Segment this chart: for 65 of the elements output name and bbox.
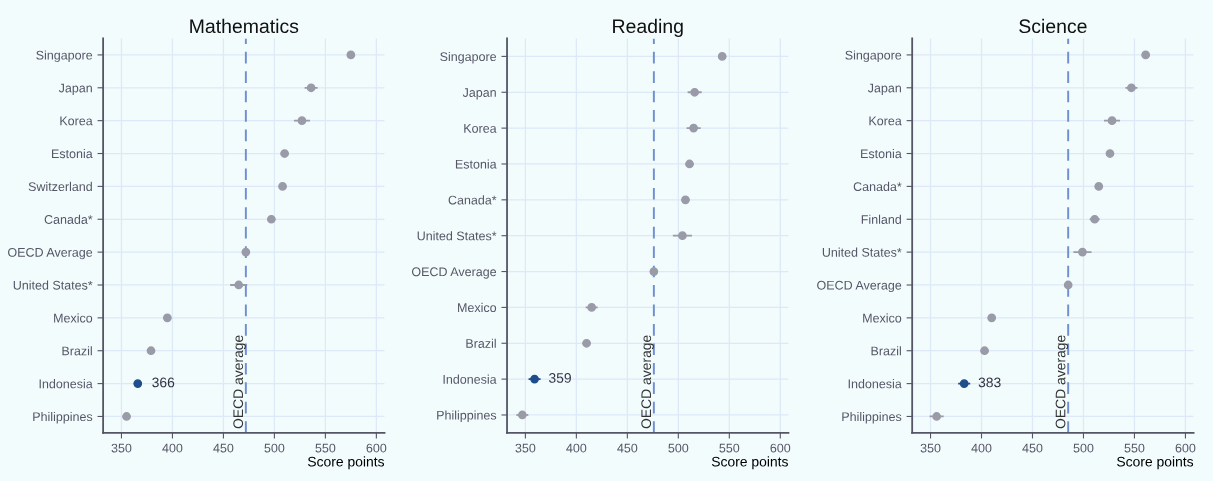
x-tick-label: 600 bbox=[366, 443, 387, 453]
ref-line-label: OECD average bbox=[233, 335, 246, 429]
y-tick-label: Singapore bbox=[440, 51, 497, 64]
y-tick-label: United States* bbox=[13, 280, 93, 290]
x-tick-label: 450 bbox=[213, 443, 234, 453]
data-label: 383 bbox=[978, 377, 1001, 388]
y-tick-label: Indonesia bbox=[848, 379, 902, 389]
x-tick-label: 350 bbox=[920, 443, 941, 453]
x-tick-label: 450 bbox=[617, 443, 638, 453]
y-tick-label: Japan bbox=[867, 83, 901, 95]
ref-line-label: OECD average bbox=[641, 335, 654, 429]
y-tick-label: Indonesia bbox=[39, 379, 93, 389]
y-tick-label: Mexico bbox=[458, 302, 497, 313]
chart-title: Reading bbox=[613, 18, 683, 37]
x-tick-label: 600 bbox=[770, 443, 791, 453]
x-tick-label: 550 bbox=[315, 443, 336, 453]
ref-line-label: OECD average bbox=[1055, 335, 1069, 429]
y-tick-label: Mexico bbox=[863, 313, 902, 323]
chart-title: Science bbox=[1019, 18, 1087, 34]
x-axis-title: Score points bbox=[1117, 456, 1194, 470]
y-tick-label: Brazil bbox=[62, 346, 92, 356]
y-tick-label: Korea bbox=[464, 124, 497, 133]
y-tick-label: Brazil bbox=[466, 338, 496, 348]
y-tick-label: Singapore bbox=[845, 50, 902, 63]
y-tick-label: Mexico bbox=[54, 313, 93, 323]
y-tick-label: Canada* bbox=[44, 214, 93, 224]
y-tick-label: OECD Average bbox=[8, 247, 93, 260]
y-tick-label: United States* bbox=[822, 247, 902, 257]
chart-title: Mathematics bbox=[190, 18, 299, 34]
x-tick-label: 350 bbox=[111, 443, 132, 453]
x-tick-label: 450 bbox=[1022, 443, 1043, 453]
x-tick-label: 500 bbox=[1073, 443, 1094, 453]
y-tick-label: Canada* bbox=[853, 181, 902, 192]
y-tick-label: Singapore bbox=[36, 50, 93, 63]
y-tick-label: Philippines bbox=[437, 410, 497, 423]
y-tick-label: Switzerland bbox=[28, 181, 92, 192]
y-tick-label: OECD Average bbox=[817, 280, 902, 293]
y-tick-label: Indonesia bbox=[443, 374, 497, 384]
x-tick-label: 550 bbox=[1124, 443, 1145, 453]
y-tick-label: Estonia bbox=[455, 159, 497, 169]
y-tick-label: Japan bbox=[462, 88, 496, 100]
x-tick-label: 500 bbox=[668, 443, 689, 453]
y-tick-label: Canada* bbox=[448, 195, 497, 205]
y-tick-label: Philippines bbox=[33, 411, 93, 424]
x-tick-label: 350 bbox=[515, 443, 536, 453]
data-label: 366 bbox=[152, 377, 175, 388]
x-tick-label: 600 bbox=[1175, 443, 1196, 453]
y-tick-label: United States* bbox=[417, 231, 497, 241]
y-tick-label: Japan bbox=[58, 83, 92, 95]
x-axis-title: Score points bbox=[711, 456, 788, 470]
y-tick-label: Brazil bbox=[871, 346, 901, 356]
y-tick-label: OECD Average bbox=[411, 267, 497, 279]
x-tick-label: 500 bbox=[264, 443, 285, 453]
x-tick-label: 550 bbox=[719, 443, 740, 453]
data-label: 359 bbox=[548, 373, 571, 383]
y-tick-label: Korea bbox=[60, 116, 93, 126]
y-tick-label: Estonia bbox=[52, 148, 93, 159]
y-tick-label: Estonia bbox=[861, 148, 902, 159]
y-tick-label: Finland bbox=[861, 214, 901, 224]
x-tick-label: 400 bbox=[162, 443, 183, 453]
x-tick-label: 400 bbox=[971, 443, 992, 453]
x-tick-label: 400 bbox=[566, 443, 587, 453]
y-tick-label: Philippines bbox=[842, 411, 902, 424]
x-axis-title: Score points bbox=[307, 456, 385, 470]
y-tick-label: Korea bbox=[869, 116, 902, 126]
